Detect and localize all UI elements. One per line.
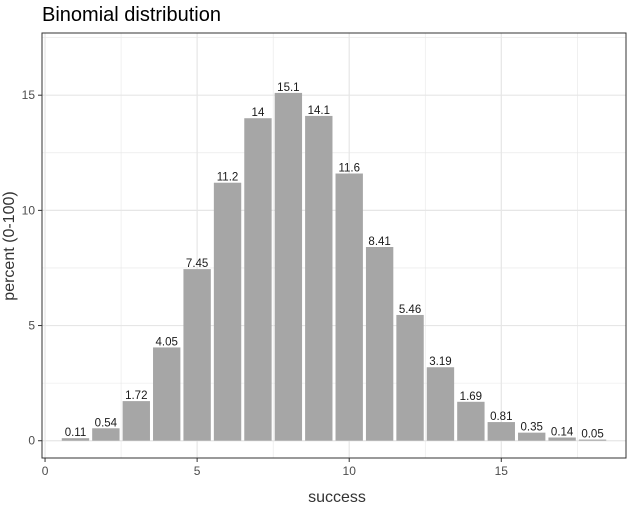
data-labels: 0.11 0.54 1.72 4.05 7.45 11.2 14 15.1 14.1 11.6 8.…: [65, 82, 604, 441]
bar: [487, 422, 515, 441]
chart-title: Binomial distribution: [42, 4, 221, 26]
bar-value-label: 11.6: [338, 163, 360, 175]
axis-ticks: 0 5 10 15 0 5 10 15: [22, 88, 509, 478]
x-tick-label: 15: [495, 464, 509, 478]
bar: [457, 401, 485, 441]
bar: [122, 401, 150, 441]
bar-value-label: 11.2: [217, 172, 239, 184]
bar-value-label: 4.05: [156, 336, 178, 348]
panel-border: [41, 32, 627, 459]
bar: [92, 428, 120, 441]
bar-value-label: 15.1: [277, 82, 299, 94]
y-tick-label: 15: [22, 88, 36, 102]
bar-value-label: 0.81: [490, 411, 512, 423]
bars: [61, 92, 607, 441]
bar: [548, 437, 576, 441]
bar-value-label: 7.45: [186, 258, 208, 270]
bar-value-label: 1.72: [125, 390, 147, 402]
bar: [153, 347, 181, 441]
bar-value-label: 14.1: [308, 105, 330, 117]
y-axis-label: percent (0-100): [1, 191, 18, 300]
bar: [305, 115, 333, 441]
bar-value-label: 0.54: [95, 417, 118, 429]
x-tick-label: 5: [194, 464, 201, 478]
bar-value-label: 0.35: [521, 422, 543, 434]
y-tick-label: 0: [28, 434, 35, 448]
bar-value-label: 5.46: [399, 304, 421, 316]
bar: [274, 92, 303, 441]
bar: [183, 269, 211, 441]
bar: [61, 438, 90, 441]
bar: [213, 182, 242, 441]
y-tick-label: 10: [22, 203, 36, 217]
bar: [365, 246, 394, 441]
bar-value-label: 1.69: [460, 391, 482, 403]
x-tick-label: 10: [343, 464, 357, 478]
x-tick-label: 0: [42, 464, 49, 478]
bar: [244, 118, 272, 441]
bar: [518, 432, 546, 441]
x-axis-label: success: [308, 489, 366, 506]
bar: [396, 314, 424, 441]
y-tick-label: 5: [28, 319, 35, 333]
bar: [335, 173, 363, 441]
bar-value-label: 0.14: [551, 426, 574, 438]
bar-value-label: 8.41: [368, 236, 390, 248]
bar: [426, 367, 455, 441]
bar-value-label: 3.19: [429, 356, 451, 368]
bar-value-label: 14: [252, 107, 265, 119]
bar-value-label: 0.11: [65, 427, 87, 439]
bar-value-label: 0.05: [581, 429, 603, 441]
bar: [578, 439, 607, 441]
